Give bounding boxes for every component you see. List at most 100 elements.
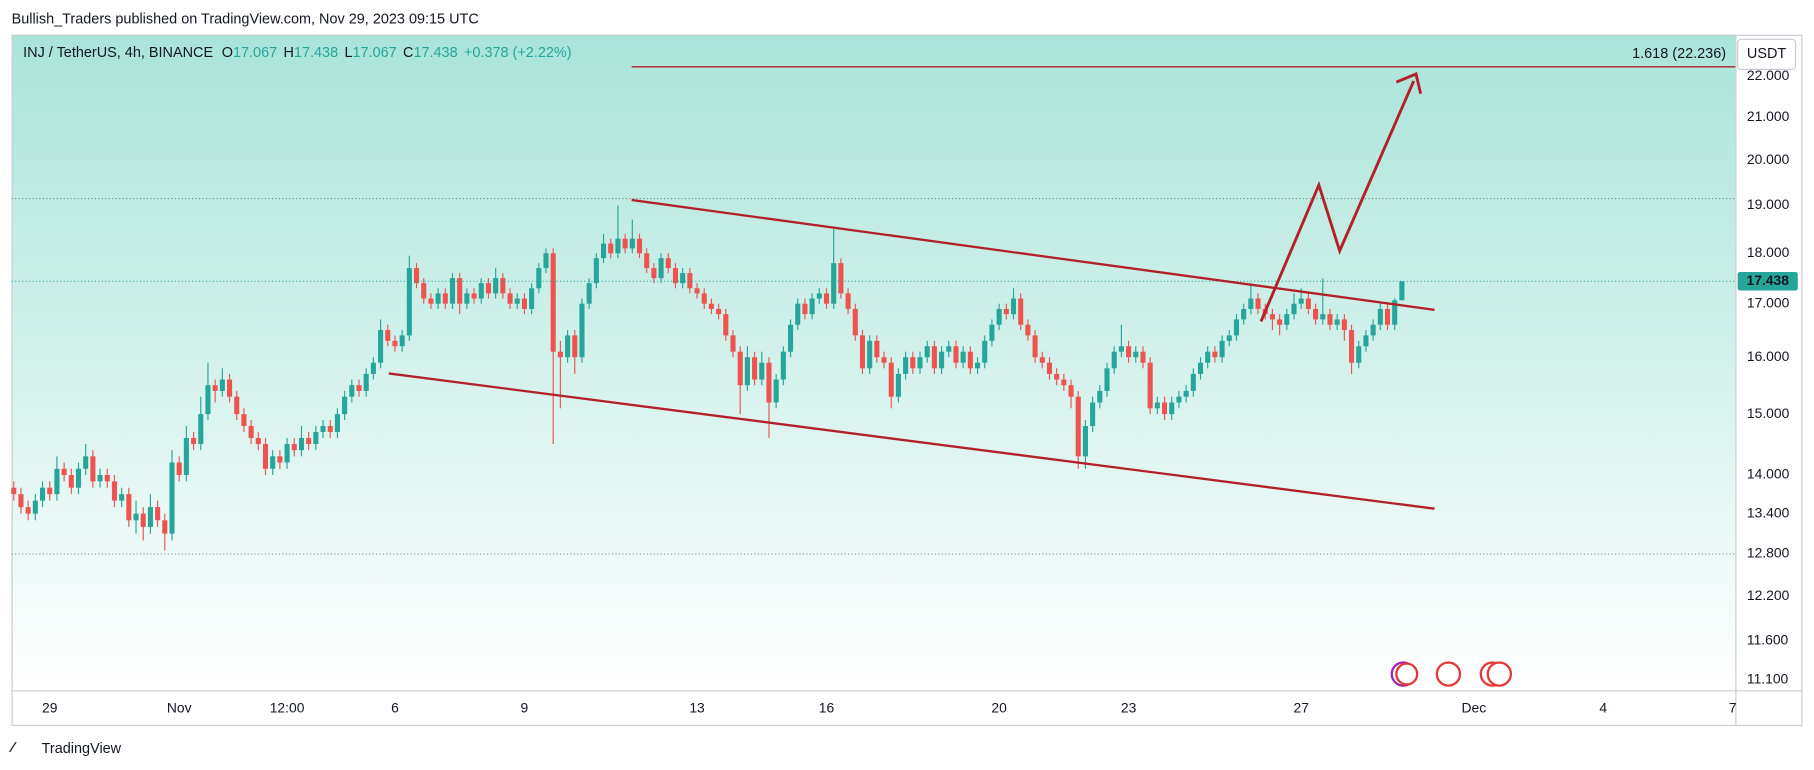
candle-body	[1334, 319, 1340, 325]
candle-body	[155, 507, 161, 521]
candle-body	[334, 414, 340, 432]
candle-body	[385, 330, 391, 341]
candle-body	[449, 278, 456, 304]
candle-body	[399, 335, 405, 347]
candle-body	[1255, 298, 1261, 309]
candle-body	[277, 456, 283, 463]
ohlc-label: L	[344, 45, 352, 61]
candle-body	[1392, 300, 1398, 325]
candle-body	[766, 362, 772, 403]
candle-body	[1140, 351, 1146, 363]
candle-body	[471, 293, 477, 299]
candle-body	[600, 243, 607, 259]
candle-body	[881, 357, 887, 363]
y-tick-label: 11.100	[1747, 670, 1789, 686]
candle-body	[931, 346, 937, 369]
ohlc-value: 17.438	[413, 45, 457, 61]
candle-body	[1269, 314, 1275, 320]
candle-body	[651, 268, 657, 279]
candle-body	[169, 462, 175, 534]
candle-body	[11, 487, 17, 495]
candle-body	[349, 385, 355, 397]
candle-body	[565, 335, 571, 358]
candle-body	[442, 293, 448, 304]
candle-body	[1061, 379, 1067, 386]
candle-body	[162, 520, 168, 534]
candle-body	[1183, 390, 1189, 397]
candle-body	[730, 335, 736, 352]
ohlc-label: C	[403, 45, 413, 61]
candle-body	[1090, 402, 1096, 426]
candle-body	[270, 456, 276, 469]
candle-body	[83, 456, 89, 469]
y-tick-label: 12.800	[1747, 545, 1790, 561]
candle-body	[543, 253, 549, 269]
y-tick-label: 11.600	[1747, 632, 1789, 648]
candle-body	[536, 268, 542, 289]
candle-body	[780, 351, 786, 380]
candle-body	[579, 303, 585, 358]
candle-body	[1277, 319, 1283, 325]
candle-body	[126, 494, 132, 521]
candle-body	[284, 444, 290, 463]
candle-body	[1190, 373, 1196, 391]
candle-body	[795, 303, 801, 325]
x-tick-label: 29	[42, 699, 58, 715]
candle-body	[75, 468, 82, 488]
candle-body	[500, 278, 506, 294]
candle-body	[608, 243, 614, 254]
candle-body	[658, 258, 664, 279]
event-icon	[1435, 661, 1462, 687]
candle-body	[212, 385, 218, 391]
candle-body	[219, 379, 225, 391]
candle-body	[521, 298, 527, 309]
candle-body	[147, 507, 153, 527]
candle-body	[1082, 425, 1088, 457]
candle-body	[392, 340, 398, 347]
candle-body	[924, 346, 930, 358]
event-icon	[1486, 661, 1513, 687]
x-tick-label: 9	[521, 699, 529, 715]
candle-body	[1248, 298, 1254, 309]
event-icons	[1390, 661, 1513, 687]
symbol: INJ / TetherUS, 4h, BINANCE	[23, 45, 213, 61]
candle-body	[852, 308, 858, 336]
candle-body	[1054, 373, 1060, 380]
candle-body	[723, 314, 729, 336]
legend: INJ / TetherUS, 4h, BINANCE O17.067 H17.…	[23, 45, 571, 61]
candle-body	[989, 324, 995, 341]
candle-body	[421, 283, 427, 299]
candle-body	[1356, 346, 1362, 363]
currency-button[interactable]	[1737, 38, 1797, 70]
candle-body	[687, 273, 693, 289]
candle-body	[191, 437, 197, 445]
candle-body	[953, 346, 959, 363]
candle-body	[1197, 362, 1204, 374]
candle-body	[593, 258, 599, 284]
candle-body	[586, 283, 592, 304]
candle-body	[248, 425, 254, 438]
y-tick-label: 20.000	[1747, 151, 1790, 167]
candle-body	[1154, 402, 1160, 409]
candle-body	[507, 293, 513, 304]
candle-body	[39, 487, 46, 501]
change: +0.378 (+2.22%)	[464, 45, 572, 61]
candle-body	[1068, 385, 1074, 397]
currency[interactable]: USDT	[1747, 46, 1786, 62]
candle-body	[845, 293, 851, 309]
candle-body	[457, 278, 463, 304]
y-tick-label: 17.000	[1747, 294, 1790, 310]
x-tick-label: Nov	[167, 699, 192, 715]
candle-body	[183, 437, 189, 476]
candle-body	[701, 293, 707, 304]
candle-body	[816, 293, 822, 299]
y-tick-label: 12.200	[1747, 587, 1790, 603]
candle-body	[1226, 335, 1232, 341]
publish-note: Bullish_Traders published on TradingView…	[12, 11, 479, 27]
candle-body	[90, 456, 96, 482]
candle-body	[960, 351, 966, 363]
candle-body	[910, 357, 916, 369]
candle-body	[119, 494, 125, 501]
candle-body	[694, 288, 700, 294]
candle-body	[867, 340, 873, 369]
